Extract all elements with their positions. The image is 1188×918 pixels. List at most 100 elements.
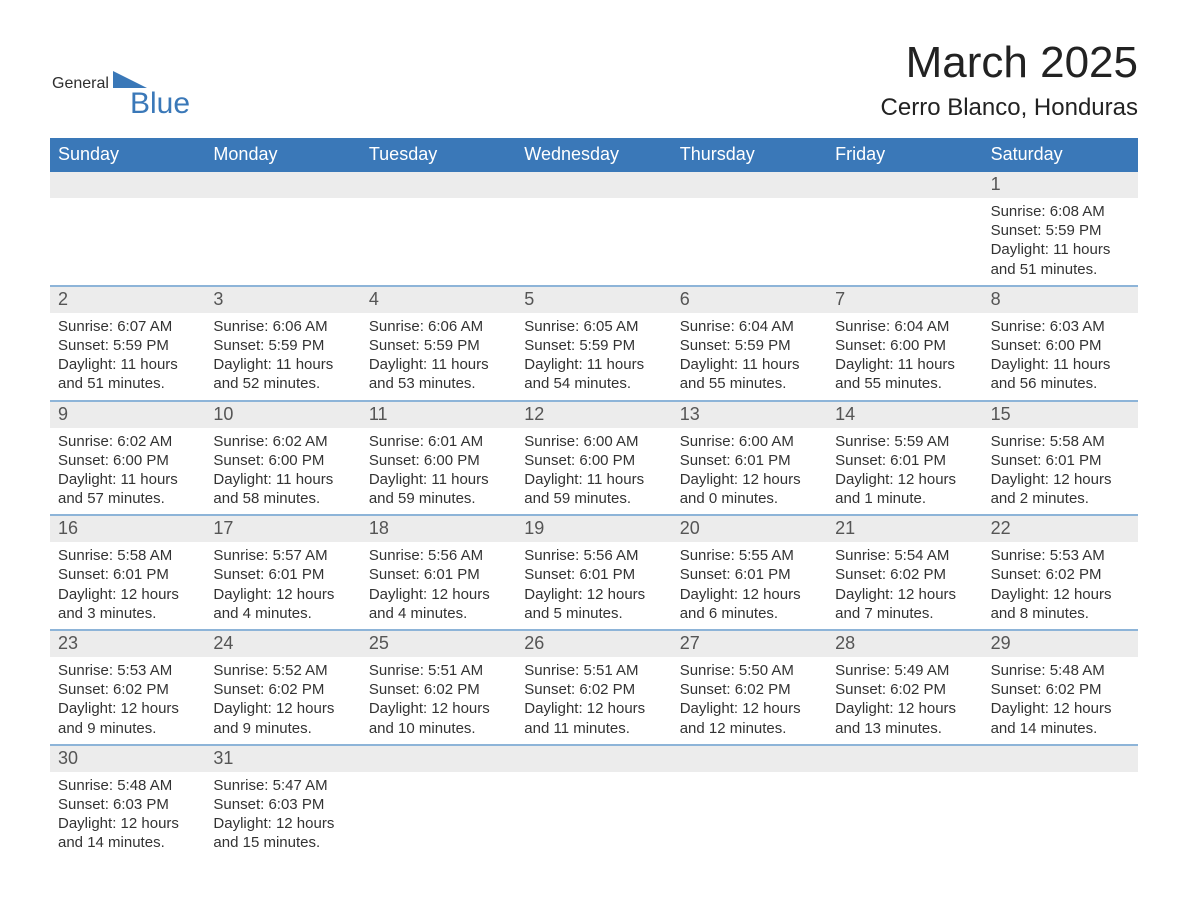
day-detail-line: Sunrise: 5:48 AM bbox=[58, 776, 197, 795]
day-number: 9 bbox=[50, 402, 205, 428]
day-detail-line: Daylight: 12 hours and 6 minutes. bbox=[680, 585, 819, 623]
day-number: 3 bbox=[205, 287, 360, 313]
week-row: Sunrise: 6:08 AMSunset: 5:59 PMDaylight:… bbox=[50, 198, 1138, 287]
day-cell: Sunrise: 5:59 AMSunset: 6:01 PMDaylight:… bbox=[827, 428, 982, 515]
day-number: 17 bbox=[205, 516, 360, 542]
day-detail-line: Daylight: 11 hours and 59 minutes. bbox=[524, 470, 663, 508]
day-detail-line: Daylight: 12 hours and 7 minutes. bbox=[835, 585, 974, 623]
day-cell bbox=[50, 198, 205, 285]
day-cell: Sunrise: 5:47 AMSunset: 6:03 PMDaylight:… bbox=[205, 772, 360, 859]
day-detail-line: Daylight: 11 hours and 53 minutes. bbox=[369, 355, 508, 393]
day-number bbox=[50, 172, 205, 198]
day-number: 16 bbox=[50, 516, 205, 542]
day-detail-line: Sunrise: 6:03 AM bbox=[991, 317, 1130, 336]
day-detail-line: Sunset: 6:01 PM bbox=[835, 451, 974, 470]
day-number: 21 bbox=[827, 516, 982, 542]
day-number bbox=[983, 746, 1138, 772]
day-number-row: 2345678 bbox=[50, 287, 1138, 313]
day-detail-line: Sunset: 6:03 PM bbox=[58, 795, 197, 814]
day-number-row: 3031 bbox=[50, 746, 1138, 772]
page-title: March 2025 bbox=[881, 38, 1138, 88]
day-number-row: 9101112131415 bbox=[50, 402, 1138, 428]
day-detail-line: Sunset: 6:02 PM bbox=[991, 565, 1130, 584]
day-cell: Sunrise: 5:48 AMSunset: 6:02 PMDaylight:… bbox=[983, 657, 1138, 744]
day-detail-line: Daylight: 11 hours and 51 minutes. bbox=[991, 240, 1130, 278]
day-number: 27 bbox=[672, 631, 827, 657]
day-detail-line: Daylight: 11 hours and 58 minutes. bbox=[213, 470, 352, 508]
day-detail-line: Sunset: 6:00 PM bbox=[835, 336, 974, 355]
day-detail-line: Daylight: 12 hours and 4 minutes. bbox=[369, 585, 508, 623]
day-detail-line: Daylight: 11 hours and 56 minutes. bbox=[991, 355, 1130, 393]
day-cell: Sunrise: 6:04 AMSunset: 6:00 PMDaylight:… bbox=[827, 313, 982, 400]
day-cell: Sunrise: 6:03 AMSunset: 6:00 PMDaylight:… bbox=[983, 313, 1138, 400]
day-cell: Sunrise: 5:51 AMSunset: 6:02 PMDaylight:… bbox=[361, 657, 516, 744]
calendar: Sunday Monday Tuesday Wednesday Thursday… bbox=[50, 138, 1138, 859]
day-detail-line: Sunset: 6:00 PM bbox=[991, 336, 1130, 355]
day-detail-line: Sunrise: 6:00 AM bbox=[680, 432, 819, 451]
day-number: 18 bbox=[361, 516, 516, 542]
day-detail-line: Sunset: 6:02 PM bbox=[991, 680, 1130, 699]
logo-text-general: General bbox=[52, 75, 109, 93]
day-detail-line: Sunset: 5:59 PM bbox=[680, 336, 819, 355]
day-cell: Sunrise: 5:55 AMSunset: 6:01 PMDaylight:… bbox=[672, 542, 827, 629]
day-detail-line: Daylight: 11 hours and 55 minutes. bbox=[680, 355, 819, 393]
day-detail-line: Sunset: 6:00 PM bbox=[524, 451, 663, 470]
day-detail-line: Sunrise: 6:01 AM bbox=[369, 432, 508, 451]
day-detail-line: Sunrise: 6:04 AM bbox=[680, 317, 819, 336]
day-number: 8 bbox=[983, 287, 1138, 313]
day-number: 20 bbox=[672, 516, 827, 542]
day-number: 15 bbox=[983, 402, 1138, 428]
day-detail-line: Sunset: 6:01 PM bbox=[680, 565, 819, 584]
day-detail-line: Sunrise: 5:53 AM bbox=[58, 661, 197, 680]
day-detail-line: Sunrise: 6:04 AM bbox=[835, 317, 974, 336]
day-detail-line: Sunset: 6:03 PM bbox=[213, 795, 352, 814]
day-number: 24 bbox=[205, 631, 360, 657]
day-number: 7 bbox=[827, 287, 982, 313]
day-detail-line: Sunset: 6:02 PM bbox=[524, 680, 663, 699]
day-cell: Sunrise: 6:05 AMSunset: 5:59 PMDaylight:… bbox=[516, 313, 671, 400]
day-cell bbox=[827, 772, 982, 859]
day-number bbox=[827, 172, 982, 198]
logo-triangle-icon bbox=[113, 68, 147, 88]
day-number: 13 bbox=[672, 402, 827, 428]
day-number bbox=[361, 746, 516, 772]
day-detail-line: Sunset: 5:59 PM bbox=[58, 336, 197, 355]
title-block: March 2025 Cerro Blanco, Honduras bbox=[881, 38, 1138, 122]
day-cell: Sunrise: 6:08 AMSunset: 5:59 PMDaylight:… bbox=[983, 198, 1138, 285]
day-detail-line: Sunrise: 5:50 AM bbox=[680, 661, 819, 680]
day-number: 14 bbox=[827, 402, 982, 428]
day-detail-line: Sunrise: 5:51 AM bbox=[524, 661, 663, 680]
day-cell: Sunrise: 6:04 AMSunset: 5:59 PMDaylight:… bbox=[672, 313, 827, 400]
day-number: 4 bbox=[361, 287, 516, 313]
day-cell bbox=[516, 198, 671, 285]
week-row: Sunrise: 6:07 AMSunset: 5:59 PMDaylight:… bbox=[50, 313, 1138, 402]
day-detail-line: Daylight: 11 hours and 54 minutes. bbox=[524, 355, 663, 393]
day-detail-line: Sunrise: 6:05 AM bbox=[524, 317, 663, 336]
day-cell: Sunrise: 5:54 AMSunset: 6:02 PMDaylight:… bbox=[827, 542, 982, 629]
day-detail-line: Sunrise: 6:08 AM bbox=[991, 202, 1130, 221]
day-detail-line: Sunset: 6:01 PM bbox=[680, 451, 819, 470]
day-cell: Sunrise: 6:00 AMSunset: 6:01 PMDaylight:… bbox=[672, 428, 827, 515]
day-number: 2 bbox=[50, 287, 205, 313]
day-number: 6 bbox=[672, 287, 827, 313]
day-cell bbox=[516, 772, 671, 859]
day-detail-line: Daylight: 11 hours and 52 minutes. bbox=[213, 355, 352, 393]
dow-sunday: Sunday bbox=[50, 138, 205, 172]
day-detail-line: Sunrise: 6:02 AM bbox=[58, 432, 197, 451]
day-detail-line: Daylight: 12 hours and 10 minutes. bbox=[369, 699, 508, 737]
day-number: 30 bbox=[50, 746, 205, 772]
day-cell: Sunrise: 6:06 AMSunset: 5:59 PMDaylight:… bbox=[361, 313, 516, 400]
day-cell: Sunrise: 6:02 AMSunset: 6:00 PMDaylight:… bbox=[205, 428, 360, 515]
day-detail-line: Sunrise: 6:00 AM bbox=[524, 432, 663, 451]
day-detail-line: Daylight: 11 hours and 59 minutes. bbox=[369, 470, 508, 508]
day-cell: Sunrise: 5:51 AMSunset: 6:02 PMDaylight:… bbox=[516, 657, 671, 744]
day-detail-line: Daylight: 11 hours and 51 minutes. bbox=[58, 355, 197, 393]
week-row: Sunrise: 5:48 AMSunset: 6:03 PMDaylight:… bbox=[50, 772, 1138, 859]
day-number: 28 bbox=[827, 631, 982, 657]
week-row: Sunrise: 5:58 AMSunset: 6:01 PMDaylight:… bbox=[50, 542, 1138, 631]
day-cell bbox=[361, 198, 516, 285]
day-detail-line: Sunset: 6:02 PM bbox=[369, 680, 508, 699]
day-detail-line: Sunset: 6:02 PM bbox=[835, 680, 974, 699]
day-detail-line: Daylight: 12 hours and 9 minutes. bbox=[213, 699, 352, 737]
day-cell: Sunrise: 5:53 AMSunset: 6:02 PMDaylight:… bbox=[50, 657, 205, 744]
